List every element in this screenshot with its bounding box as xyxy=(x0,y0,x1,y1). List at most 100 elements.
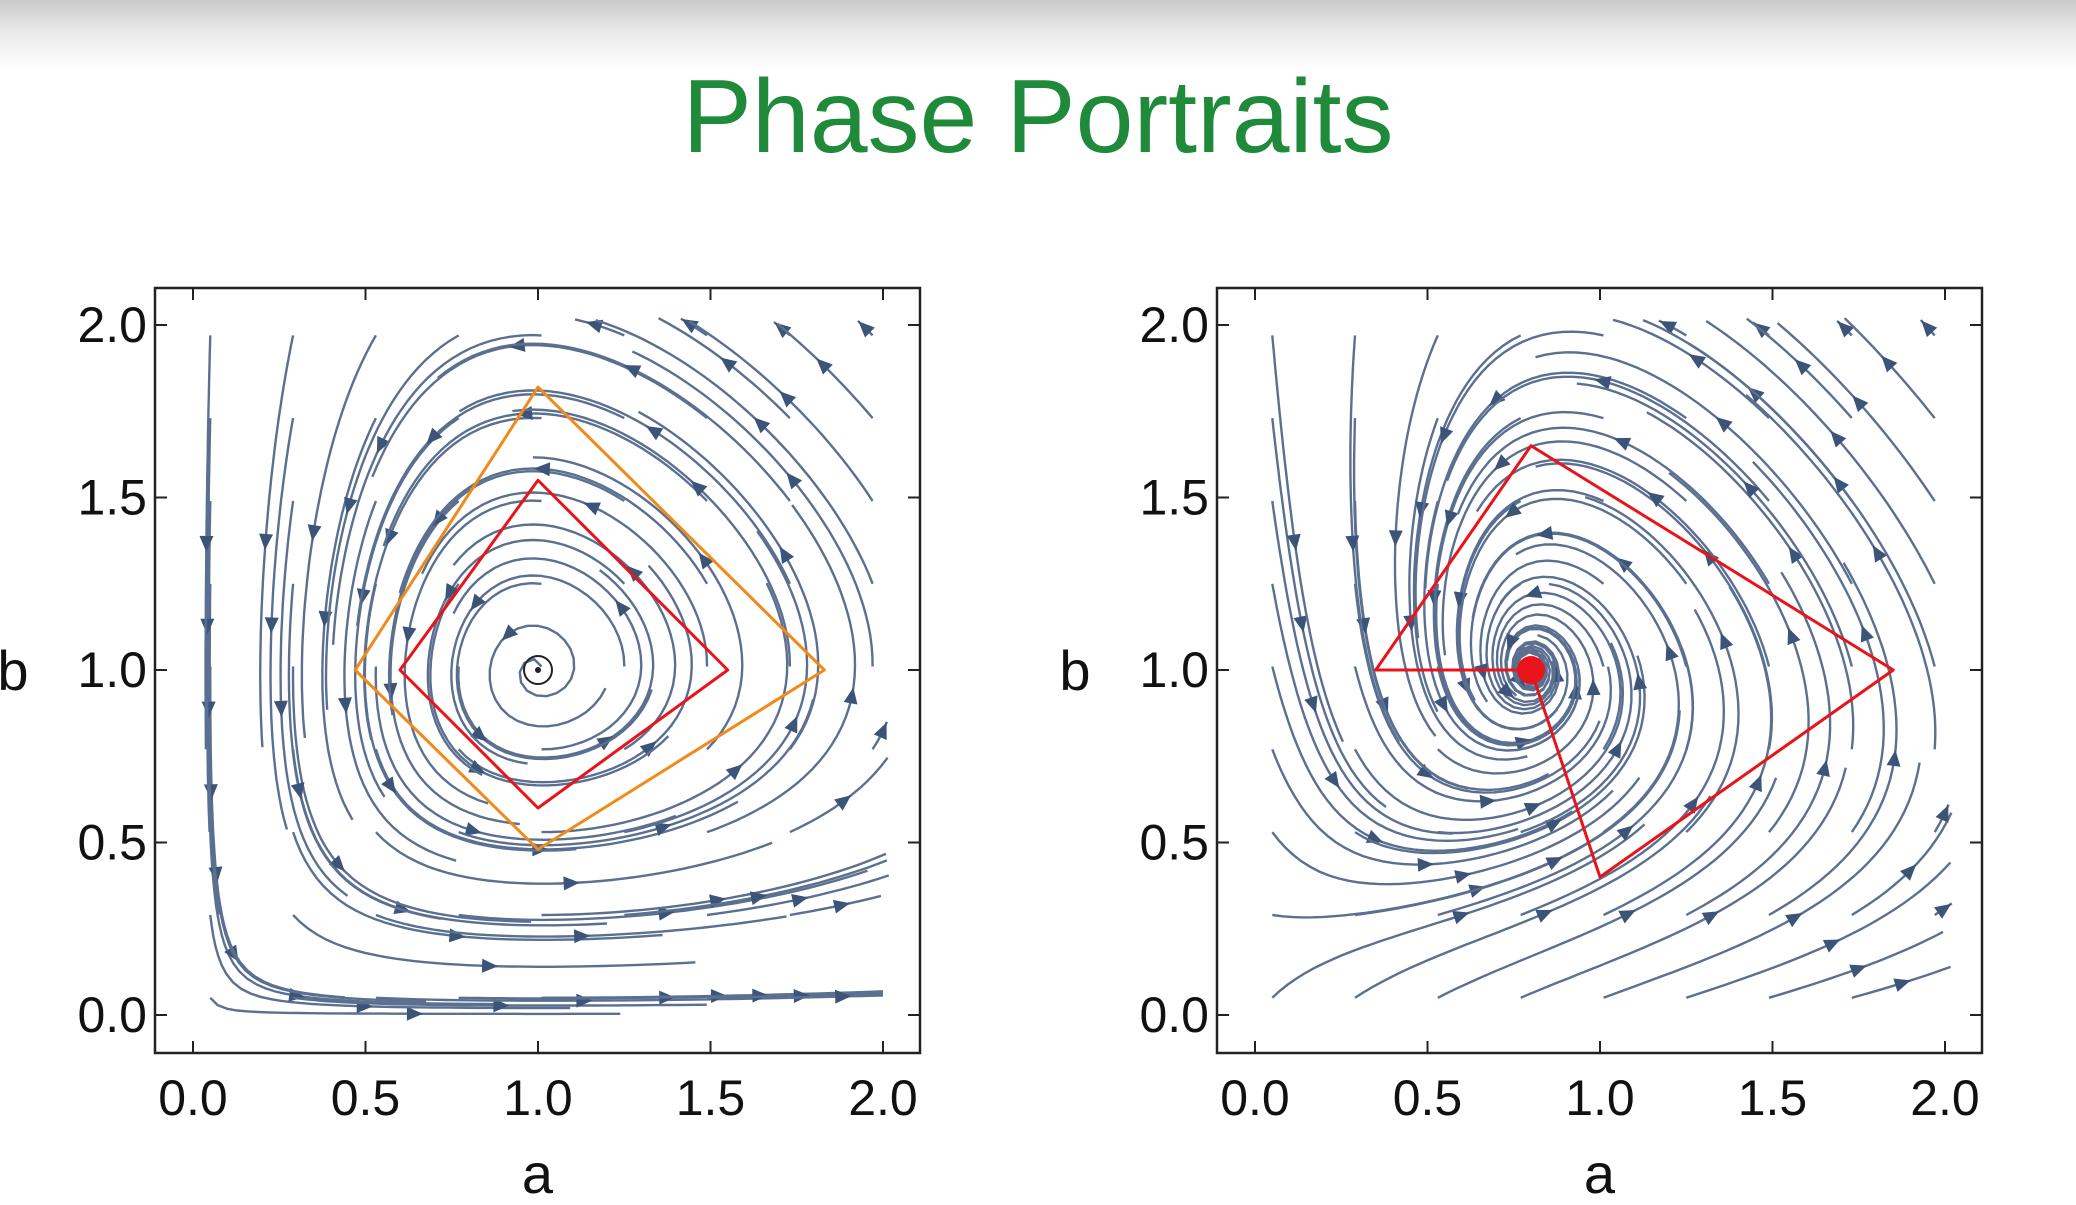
stream-arrow xyxy=(1417,857,1434,872)
stream-line xyxy=(1768,930,1944,999)
stream-arrow xyxy=(1921,320,1938,338)
stream-arrow xyxy=(1822,939,1841,953)
y-tick-label: 0.5 xyxy=(77,815,147,871)
stream-line xyxy=(1271,335,1344,743)
stream-arrow xyxy=(1748,774,1762,793)
stream-arrow xyxy=(1324,770,1340,789)
stream-arrow xyxy=(1935,805,1949,823)
stream-line xyxy=(488,624,607,728)
stream-arrow xyxy=(720,357,738,373)
stream-arrow xyxy=(273,700,288,717)
stream-arrow xyxy=(583,502,601,516)
x-tick-label: 1.5 xyxy=(676,1070,746,1126)
stream-arrow xyxy=(1665,643,1679,662)
stream-arrow xyxy=(654,822,672,836)
x-tick-label: 1.0 xyxy=(1565,1070,1635,1126)
stream-line xyxy=(452,523,677,751)
stream-arrow xyxy=(1616,825,1634,841)
stream-arrow xyxy=(1536,525,1554,540)
stream-line xyxy=(658,317,791,419)
y-tick-label: 1.0 xyxy=(1139,642,1209,698)
stream-arrow xyxy=(1849,964,1867,978)
stream-arrow xyxy=(623,365,642,379)
stream-arrow xyxy=(1586,679,1601,696)
fixed-point-sink xyxy=(1517,656,1545,684)
stream-arrow xyxy=(337,697,352,714)
stream-arrow xyxy=(493,998,510,1013)
stream-arrow xyxy=(1659,320,1678,335)
stream-arrow xyxy=(1524,584,1543,599)
stream-arrow xyxy=(1743,481,1760,498)
stream-arrow xyxy=(563,876,580,891)
stream-arrow xyxy=(1293,615,1308,633)
stream-arrow xyxy=(1304,695,1318,713)
stream-arrow xyxy=(615,600,631,617)
stream-arrow xyxy=(1416,763,1434,779)
stream-line xyxy=(706,874,890,917)
y-axis-label: b xyxy=(0,639,29,702)
stream-arrow xyxy=(858,321,875,338)
stream-arrow xyxy=(749,891,767,906)
x-tick-label: 1.5 xyxy=(1738,1070,1808,1126)
stream-lines-panel-2 xyxy=(1271,317,1953,999)
stream-arrow xyxy=(1286,533,1301,551)
stream-arrow xyxy=(200,618,215,635)
stream-line xyxy=(375,831,773,885)
stream-arrow xyxy=(786,472,803,490)
x-tick-label: 1.0 xyxy=(503,1070,573,1126)
stream-arrow xyxy=(470,593,486,611)
stream-line xyxy=(1776,322,1936,502)
stream-arrow xyxy=(753,417,771,434)
stream-arrow xyxy=(1788,546,1804,564)
stream-arrow xyxy=(1535,909,1553,923)
y-tick-label: 0.5 xyxy=(1139,815,1209,871)
stream-arrow xyxy=(658,906,675,921)
stream-arrow xyxy=(307,524,322,542)
stream-arrow xyxy=(1433,695,1448,713)
stream-arrow xyxy=(1830,430,1847,448)
stream-arrow xyxy=(1787,627,1801,646)
x-tick-label: 0.5 xyxy=(1393,1070,1463,1126)
stream-line xyxy=(208,583,264,984)
stream-arrow xyxy=(1544,819,1563,833)
x-tick-label: 2.0 xyxy=(1910,1070,1980,1126)
stream-arrow xyxy=(793,988,810,1003)
y-tick-label: 1.5 xyxy=(77,470,147,526)
stream-line xyxy=(789,756,889,834)
stream-arrow xyxy=(645,425,664,441)
stream-arrow xyxy=(376,435,391,454)
stream-line xyxy=(1612,318,1770,419)
stream-arrow xyxy=(1633,673,1648,691)
trajectory-red xyxy=(398,478,730,810)
stream-arrow xyxy=(779,391,797,408)
stream-arrow xyxy=(681,319,699,334)
page-title: Phase Portraits xyxy=(682,59,1394,175)
stream-arrow xyxy=(690,480,708,497)
window-top-shading xyxy=(0,0,2076,70)
stream-arrow xyxy=(1504,502,1522,518)
stream-arrow xyxy=(779,546,795,565)
stream-line xyxy=(452,557,643,751)
stream-arrow xyxy=(1899,864,1917,881)
stream-arrow xyxy=(1594,376,1612,390)
stream-arrow xyxy=(1881,355,1898,373)
stream-arrow xyxy=(873,722,887,740)
stream-arrow xyxy=(639,741,657,757)
y-tick-label: 0.0 xyxy=(77,987,147,1043)
stream-arrow xyxy=(344,496,358,515)
stream-arrow xyxy=(290,782,305,800)
trajectory-orange xyxy=(353,385,826,851)
stream-arrow xyxy=(1545,856,1563,871)
x-tick-label: 0.5 xyxy=(331,1070,401,1126)
y-tick-label: 1.0 xyxy=(77,642,147,698)
stream-arrow xyxy=(328,854,345,872)
stream-arrow xyxy=(1701,911,1720,926)
stream-arrow xyxy=(1454,870,1472,884)
stream-arrow xyxy=(1833,476,1849,494)
stream-arrow xyxy=(1794,359,1812,376)
stream-arrow xyxy=(784,716,798,734)
stream-arrow xyxy=(1440,426,1454,444)
stream-arrow xyxy=(1388,530,1403,547)
stream-arrow xyxy=(259,533,274,550)
stream-arrow xyxy=(1647,492,1665,508)
